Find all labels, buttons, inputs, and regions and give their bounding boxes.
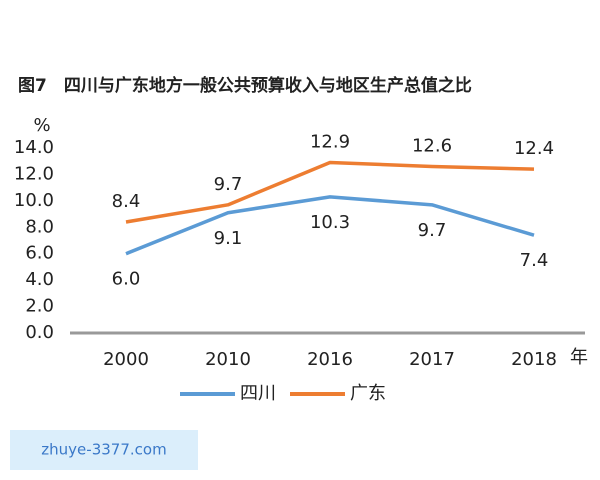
data-label: 6.0 bbox=[112, 269, 141, 290]
y-tick-label: 6.0 bbox=[25, 243, 54, 264]
y-tick-label: 4.0 bbox=[25, 269, 54, 290]
data-label: 7.4 bbox=[520, 250, 549, 271]
y-tick-label: 2.0 bbox=[25, 296, 54, 317]
y-tick-label: 0.0 bbox=[25, 322, 54, 343]
y-tick-label: 12.0 bbox=[14, 163, 54, 184]
data-label: 12.9 bbox=[310, 132, 350, 153]
watermark: zhuye-3377.com bbox=[41, 441, 166, 459]
data-label: 8.4 bbox=[112, 191, 141, 212]
y-tick-label: 10.0 bbox=[14, 190, 54, 211]
x-tick-label: 2018 bbox=[511, 349, 557, 370]
data-label: 9.7 bbox=[214, 174, 243, 195]
y-axis-label: % bbox=[33, 115, 50, 136]
data-label: 12.4 bbox=[514, 138, 554, 159]
y-tick-label: 14.0 bbox=[14, 137, 54, 158]
legend-label: 广东 bbox=[350, 383, 386, 404]
y-tick-label: 8.0 bbox=[25, 216, 54, 237]
data-label: 9.7 bbox=[418, 220, 447, 241]
data-label: 9.1 bbox=[214, 228, 243, 249]
data-label: 12.6 bbox=[412, 136, 452, 157]
watermark-box bbox=[10, 430, 198, 470]
x-tick-label: 2016 bbox=[307, 349, 353, 370]
x-tick-label: 2000 bbox=[103, 349, 149, 370]
data-label: 10.3 bbox=[310, 212, 350, 233]
legend-label: 四川 bbox=[240, 383, 276, 404]
series-line bbox=[125, 160, 535, 224]
x-tick-label: 2017 bbox=[409, 349, 455, 370]
x-axis-label: 年 bbox=[570, 347, 588, 368]
x-tick-label: 2010 bbox=[205, 349, 251, 370]
chart-title: 图7 四川与广东地方一般公共预算收入与地区生产总值之比 bbox=[18, 75, 472, 96]
series-line bbox=[125, 195, 535, 256]
